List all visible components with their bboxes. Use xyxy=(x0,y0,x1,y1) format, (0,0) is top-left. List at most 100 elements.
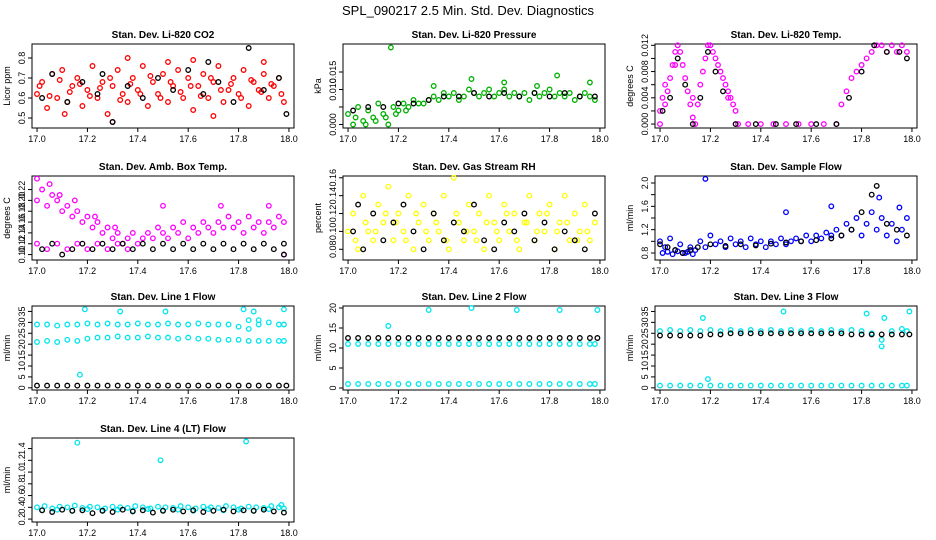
data-point xyxy=(104,224,111,231)
data-point-black xyxy=(260,87,267,93)
y-tick-label: 0.015 xyxy=(328,61,338,84)
data-point-black xyxy=(395,100,402,107)
data-point xyxy=(200,219,207,226)
x-tick-label: 18.0 xyxy=(280,134,298,144)
data-point xyxy=(435,228,442,235)
data-point xyxy=(735,121,742,128)
data-points xyxy=(34,175,287,258)
y-tick-label: 0.12 xyxy=(17,235,27,253)
data-point xyxy=(225,87,232,93)
data-point xyxy=(699,315,706,321)
data-point-black xyxy=(481,237,488,244)
data-point xyxy=(149,79,156,85)
data-point xyxy=(144,506,151,513)
data-point xyxy=(667,327,674,333)
data-point-black xyxy=(808,330,815,337)
data-point xyxy=(466,86,472,93)
data-point xyxy=(667,235,674,242)
data-point xyxy=(165,320,171,327)
x-tick-label: 17.2 xyxy=(79,266,97,276)
data-point xyxy=(491,93,498,100)
panel-title: Stan. Dev. Line 4 (LT) Flow xyxy=(100,424,226,435)
data-point xyxy=(175,229,182,236)
data-point xyxy=(104,320,111,327)
data-point xyxy=(778,382,784,389)
data-point xyxy=(584,228,591,235)
y-tick-label: 0.004 xyxy=(640,87,650,110)
y-tick-label: 30 xyxy=(17,317,27,327)
data-point xyxy=(818,382,825,389)
data-point xyxy=(689,251,696,258)
data-point xyxy=(544,210,551,217)
data-point xyxy=(114,333,121,340)
data-point xyxy=(858,382,865,389)
data-point xyxy=(684,88,691,95)
data-point xyxy=(556,381,563,387)
data-point xyxy=(737,238,744,245)
data-points xyxy=(34,306,290,389)
data-point xyxy=(521,90,528,96)
data-point xyxy=(767,327,774,333)
data-point-black xyxy=(788,330,794,337)
data-point xyxy=(697,382,704,389)
data-point xyxy=(39,186,46,193)
data-point xyxy=(185,321,192,328)
data-point xyxy=(160,229,166,236)
data-point xyxy=(445,341,452,347)
data-point-black xyxy=(380,237,387,244)
data-point xyxy=(56,192,63,198)
data-point xyxy=(586,381,593,387)
data-point-black xyxy=(687,247,694,254)
data-point xyxy=(155,321,161,328)
data-point-black xyxy=(659,107,666,114)
data-point xyxy=(355,104,362,110)
y-tick-label: 0.010 xyxy=(328,78,338,101)
data-point-black xyxy=(707,331,714,338)
data-point xyxy=(275,213,282,220)
data-point xyxy=(104,111,111,117)
data-point-black xyxy=(420,246,427,253)
data-point xyxy=(699,68,706,75)
data-point xyxy=(853,68,860,75)
data-point-black xyxy=(903,55,910,62)
data-point xyxy=(355,381,362,387)
data-point-black xyxy=(878,331,885,338)
data-point xyxy=(162,308,169,315)
data-point-black xyxy=(581,246,588,253)
y-tick-label: 0.8 xyxy=(17,478,27,491)
data-point xyxy=(881,315,888,321)
panel-5: Stan. Dev. Gas Stream RH 17.0 17.2 17.4 17.6… xyxy=(313,162,609,276)
data-point xyxy=(566,90,573,96)
data-point-black xyxy=(838,330,845,337)
data-point xyxy=(355,246,362,253)
plot-frame xyxy=(31,43,295,129)
data-point-black xyxy=(737,330,744,337)
data-point xyxy=(757,328,764,335)
data-point xyxy=(551,93,558,100)
data-point-black xyxy=(556,335,563,341)
data-point xyxy=(506,228,513,235)
data-point xyxy=(403,237,409,244)
y-tick-label: 15 xyxy=(328,323,338,333)
x-tick-label: 17.4 xyxy=(129,396,147,406)
data-point-black xyxy=(486,93,493,100)
data-point xyxy=(34,197,40,204)
data-point xyxy=(365,107,372,114)
data-point xyxy=(534,83,540,89)
data-point xyxy=(440,192,447,199)
data-point xyxy=(124,235,131,242)
data-point xyxy=(425,307,432,313)
data-point-black xyxy=(270,508,277,515)
data-point-black xyxy=(893,226,900,233)
data-point-black xyxy=(896,48,903,55)
data-point xyxy=(798,382,805,389)
data-point xyxy=(694,101,701,108)
data-point xyxy=(863,220,870,227)
data-point xyxy=(94,334,101,341)
x-tick-label: 18.0 xyxy=(591,396,609,406)
data-point xyxy=(732,107,739,114)
data-point xyxy=(139,504,146,511)
x-tick-label: 17.0 xyxy=(28,396,46,406)
data-point xyxy=(526,97,533,103)
data-point xyxy=(704,376,711,383)
